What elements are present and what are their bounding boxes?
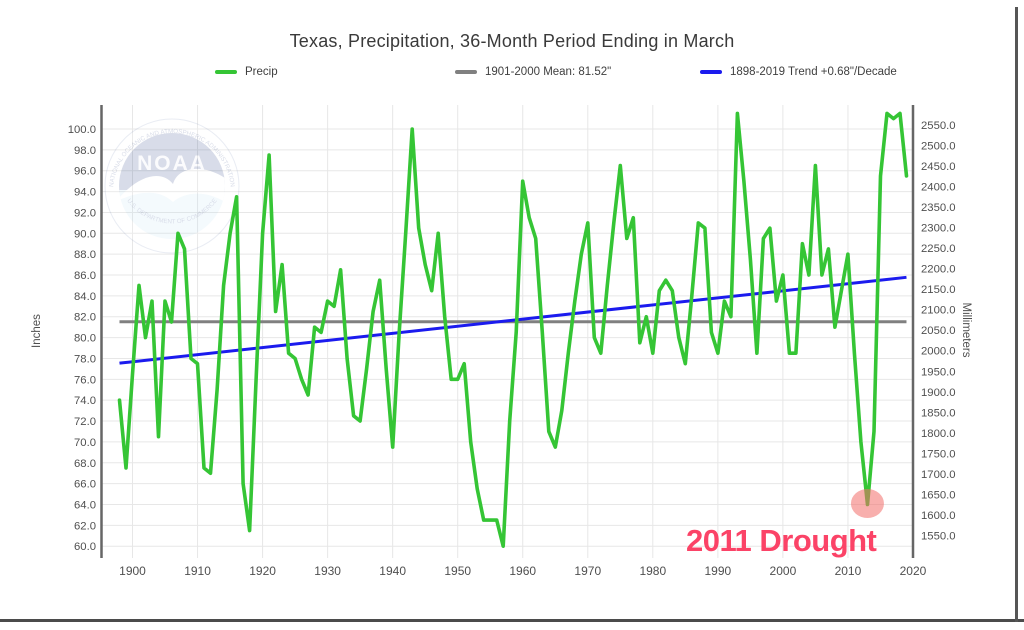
y-left-tick-label: 64.0 [74, 499, 96, 511]
trend-line-swatch-icon [700, 70, 722, 74]
y-left-tick-label: 76.0 [74, 374, 96, 386]
y-left-tick-label: 88.0 [74, 249, 96, 261]
y-left-tick-label: 60.0 [74, 541, 96, 553]
y-right-tick-label: 2100.0 [921, 305, 956, 317]
y-right-tick-label: 2400.0 [921, 181, 956, 193]
y-right-tick-label: 2000.0 [921, 346, 956, 358]
y-right-tick-label: 1750.0 [921, 448, 956, 460]
y-right-tick-label: 2450.0 [921, 161, 956, 173]
y-left-tick-label: 82.0 [74, 312, 96, 324]
y-right-tick-label: 1950.0 [921, 366, 956, 378]
legend-item-mean[interactable]: 1901-2000 Mean: 81.52" [455, 63, 611, 81]
y-right-tick-label: 2050.0 [921, 325, 956, 337]
y-left-tick-label: 80.0 [74, 333, 96, 345]
y-left-tick-label: 74.0 [74, 395, 96, 407]
y-left-axis-title: Inches [31, 314, 43, 348]
y-right-tick-label: 2500.0 [921, 140, 956, 152]
y-left-tick-label: 84.0 [74, 291, 96, 303]
y-left-tick-label: 96.0 [74, 166, 96, 178]
window-border-bottom [0, 619, 1024, 622]
y-right-tick-label: 2200.0 [921, 264, 956, 276]
drought-annotation-label: 2011 Drought [686, 523, 877, 558]
y-right-tick-label: 1650.0 [921, 489, 956, 501]
x-tick-label: 1970 [574, 564, 601, 578]
legend-item-precip[interactable]: Precip [215, 63, 278, 81]
noaa-acronym: NOAA [137, 152, 207, 175]
noaa-ring [104, 118, 240, 254]
y-left-tick-label: 94.0 [74, 187, 96, 199]
legend-item-trend[interactable]: 1898-2019 Trend +0.68"/Decade [700, 63, 897, 81]
y-right-tick-label: 1600.0 [921, 510, 956, 522]
y-right-tick-label: 2150.0 [921, 284, 956, 296]
legend-label: 1901-2000 Mean: 81.52" [485, 66, 612, 78]
y-left-tick-label: 62.0 [74, 520, 96, 532]
noaa-gull-icon [119, 168, 225, 202]
y-left-tick-label: 100.0 [68, 124, 96, 136]
x-tick-label: 1980 [639, 564, 666, 578]
drought-highlight-ellipse [850, 488, 884, 518]
y-left-tick-label: 70.0 [74, 437, 96, 449]
mean-line-swatch-icon [455, 70, 477, 74]
y-right-tick-label: 1800.0 [921, 428, 956, 440]
x-tick-label: 1920 [249, 564, 276, 578]
y-left-tick-label: 78.0 [74, 353, 96, 365]
x-tick-label: 1910 [184, 564, 211, 578]
y-right-tick-label: 2350.0 [921, 202, 956, 214]
y-right-tick-label: 2550.0 [921, 120, 956, 132]
y-left-tick-label: 68.0 [74, 458, 96, 470]
y-right-tick-label: 1850.0 [921, 407, 956, 419]
x-tick-label: 2000 [770, 564, 797, 578]
y-right-axis-title: Millimeters [960, 303, 972, 358]
x-tick-label: 1940 [379, 564, 406, 578]
y-left-tick-label: 72.0 [74, 416, 96, 428]
x-tick-label: 2010 [835, 564, 862, 578]
window-border-right[interactable] [1015, 7, 1018, 622]
y-right-tick-label: 2300.0 [921, 223, 956, 235]
y-right-tick-label: 2250.0 [921, 243, 956, 255]
legend: Precip 1901-2000 Mean: 81.52" 1898-2019 … [0, 63, 1024, 83]
y-right-tick-label: 1550.0 [921, 531, 956, 543]
page-title: Texas, Precipitation, 36-Month Period En… [289, 31, 735, 51]
y-left-tick-label: 92.0 [74, 207, 96, 219]
precip-line[interactable] [117, 111, 909, 549]
x-tick-label: 2020 [900, 564, 927, 578]
y-left-tick-label: 90.0 [74, 228, 96, 240]
y-left-tick-label: 98.0 [74, 145, 96, 157]
x-tick-label: 1990 [705, 564, 732, 578]
x-tick-label: 1960 [509, 564, 536, 578]
legend-label: Precip [245, 66, 278, 78]
y-right-tick-label: 1900.0 [921, 387, 956, 399]
y-left-tick-label: 66.0 [74, 479, 96, 491]
x-tick-label: 1930 [314, 564, 341, 578]
y-right-tick-label: 1700.0 [921, 469, 956, 481]
x-tick-label: 1900 [119, 564, 146, 578]
legend-label: 1898-2019 Trend +0.68"/Decade [730, 66, 897, 78]
x-tick-label: 1950 [444, 564, 471, 578]
precip-line-swatch-icon [215, 70, 237, 74]
y-left-tick-label: 86.0 [74, 270, 96, 282]
